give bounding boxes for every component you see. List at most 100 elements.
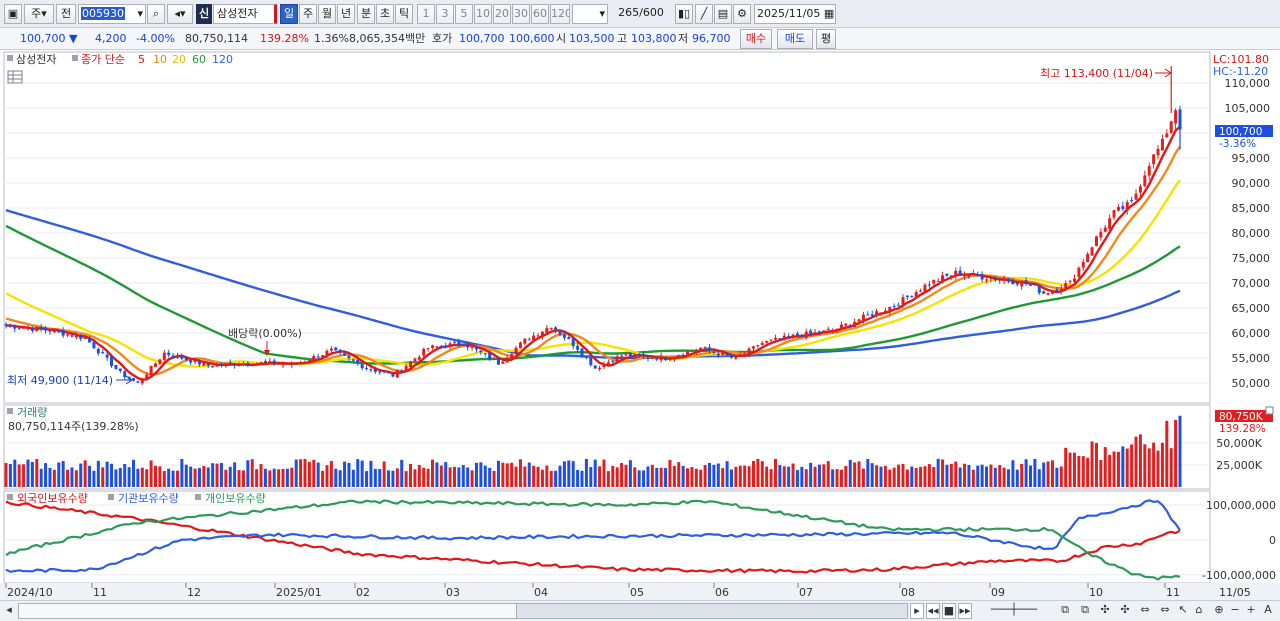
candle-body [1015,282,1019,285]
calendar-icon[interactable]: ▦ [823,7,835,20]
period-tab-year[interactable]: 년 [337,4,355,24]
buy-button[interactable]: 매수 [740,29,772,49]
period-tab-second[interactable]: 초 [376,4,394,24]
layout-icon[interactable]: ⧉ [1081,603,1089,616]
volume-bar [237,470,241,487]
volume-panel-title[interactable]: 거래량 [17,406,47,419]
price-panel-title[interactable]: 삼성전자 [16,53,56,66]
table-toggle-icon[interactable] [7,70,23,84]
interval-10[interactable]: 10 [474,4,492,24]
fit-icon[interactable]: ⇔ [1160,603,1170,616]
forward-icon[interactable]: ▸▸ [958,603,972,619]
font-size-icon[interactable]: A [1264,603,1272,616]
volume-bar [694,468,698,487]
ma60-line [5,224,1181,365]
drawing-icon[interactable]: ╱ [695,4,713,24]
zoom-slider[interactable]: ───┼─── [990,603,1038,616]
ma-label-60[interactable]: 60 [192,53,206,66]
sell-button[interactable]: 매도 [777,29,813,49]
candle-body [778,338,782,340]
lock-icon[interactable]: ⌂ [1195,603,1203,616]
interval-60[interactable]: 60 [531,4,549,24]
volume-bar [897,464,901,487]
candle-body [989,278,993,280]
interval-select[interactable]: ▾ [572,4,608,24]
x-axis-label: 11 [1166,586,1180,599]
candle-body [540,331,544,337]
panel-close-icon[interactable] [1265,406,1274,415]
pointer-icon[interactable]: ↖ [1178,603,1188,616]
candle-body [1130,200,1134,202]
candle-body [118,368,122,371]
ma-prefix[interactable]: 종가 단순 [81,53,125,66]
legend-institution[interactable]: 기관보유수량 [118,492,179,505]
candle-body [976,273,980,276]
layout-icon[interactable]: ⧉ [1061,603,1069,616]
candle-body [993,277,997,281]
ma-label-5[interactable]: 5 [138,53,145,66]
crosshair-icon[interactable]: ✣ [1120,603,1130,616]
zoom-out-icon[interactable]: − [1230,603,1240,616]
interval-1[interactable]: 1 [417,4,435,24]
speaker-icon[interactable]: ◂▾ [167,4,193,24]
interval-5[interactable]: 5 [455,4,473,24]
period-tab-month[interactable]: 월 [318,4,336,24]
institution-holdings-line [5,499,1181,573]
stock-code-input[interactable]: 005930 ▾ [78,4,146,24]
candle-body [523,338,527,344]
interval-3[interactable]: 3 [436,4,454,24]
rewind-icon[interactable]: ◂◂ [926,603,940,619]
legend-foreign[interactable]: 외국인보유수량 [17,492,88,505]
zoom-in-icon[interactable]: ⊕ [1214,603,1224,616]
play-icon[interactable]: ▸ [910,603,924,619]
chart-menu-icon[interactable]: ▣ [4,4,22,24]
candle-body [1147,166,1151,176]
period-tab-tick[interactable]: 틱 [395,4,413,24]
crosshair-icon[interactable]: ✣ [1100,603,1110,616]
down-arrow-icon: ▼ [69,32,78,45]
scroll-thumb[interactable] [516,603,908,619]
volume-bar [580,470,584,487]
chart-svg[interactable]: 110,000105,000100,00095,00090,00085,0008… [0,50,1280,601]
legend-individual[interactable]: 개인보유수량 [205,492,266,505]
volume-bar [919,466,923,487]
period-tab-week[interactable]: 주 [299,4,317,24]
prev-button[interactable]: 전 [56,4,76,24]
stop-icon[interactable]: ■ [942,603,956,619]
candle-body [927,284,931,286]
period-tab-minute[interactable]: 분 [357,4,375,24]
save-icon[interactable]: ▤ [714,4,732,24]
candle-body [140,379,144,384]
search-icon[interactable]: ⌕ [147,4,165,24]
volume-bar [360,460,364,487]
avg-button[interactable]: 평 [816,29,836,49]
volume-bar [576,470,580,487]
fit-icon[interactable]: ⇔ [1140,603,1150,616]
scroll-left-icon[interactable]: ◂ [6,603,12,616]
interval-20[interactable]: 20 [493,4,511,24]
volume-bar [136,468,140,487]
candle-body [114,364,118,369]
interval-30[interactable]: 30 [512,4,530,24]
ma-label-20[interactable]: 20 [172,53,186,66]
chart-type-select[interactable]: 주▾ [24,4,54,24]
volume-bar [620,463,624,487]
candle-body [905,295,909,297]
volume-bar [439,465,443,487]
chart-area[interactable]: 110,000105,000100,00095,00090,00085,0008… [0,50,1280,621]
plus-icon[interactable]: + [1246,603,1256,616]
candle-body [294,363,298,365]
candle-body [624,354,628,356]
period-tab-day[interactable]: 일 [280,4,298,24]
current-price-tag [1215,125,1273,137]
volume-bar [650,464,654,487]
candle-icon[interactable]: ▮▯ [675,4,693,24]
interval-120[interactable]: 120 [550,4,570,24]
ma-label-10[interactable]: 10 [153,53,167,66]
legend-square-icon [7,55,13,61]
ma-label-120[interactable]: 120 [212,53,233,66]
date-input[interactable]: 2025/11/05 ▦ [754,4,836,24]
gear-icon[interactable]: ⚙ [733,4,751,24]
candle-body [505,357,509,363]
candle-body [211,366,215,368]
